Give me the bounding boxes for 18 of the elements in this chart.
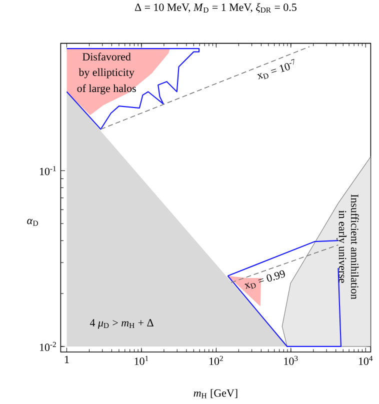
- annotation: in early universe: [336, 210, 347, 283]
- annotation: Insufficient annihilation: [350, 194, 359, 300]
- annotation: of large halos: [77, 84, 136, 94]
- annotation: 4 μ$_{D}$ > m$_{H}$ + Δ: [90, 319, 154, 329]
- y-tick-label: 10$^{-2}$: [40, 342, 56, 352]
- x-tick-label: 10$^{4}$: [358, 356, 373, 365]
- y-tick-label: 10$^{-1}$: [40, 166, 56, 176]
- x-tick-label: 10$^{1}$: [134, 356, 148, 365]
- x-tick-label: 10$^{2}$: [210, 356, 223, 366]
- x-axis-title: m$_{H}$ [GeV]: [194, 389, 238, 398]
- x-tick-label: 1: [64, 356, 69, 364]
- chart-title: Δ = 10 MeV, M$_{D}$ = 1 MeV, ξ$_{DR}$ = 0.5: [134, 3, 296, 13]
- annotation: x$_{D}$ = 10$^{-7}$: [257, 58, 294, 80]
- y-axis-title: α$_{D}$: [27, 218, 38, 226]
- annotation: by ellipticity: [78, 68, 134, 78]
- annotation: x$_{D}$ = 0.99: [244, 270, 285, 289]
- x-tick-label: 10$^{3}$: [284, 356, 298, 366]
- annotation: Disfavored: [82, 52, 131, 60]
